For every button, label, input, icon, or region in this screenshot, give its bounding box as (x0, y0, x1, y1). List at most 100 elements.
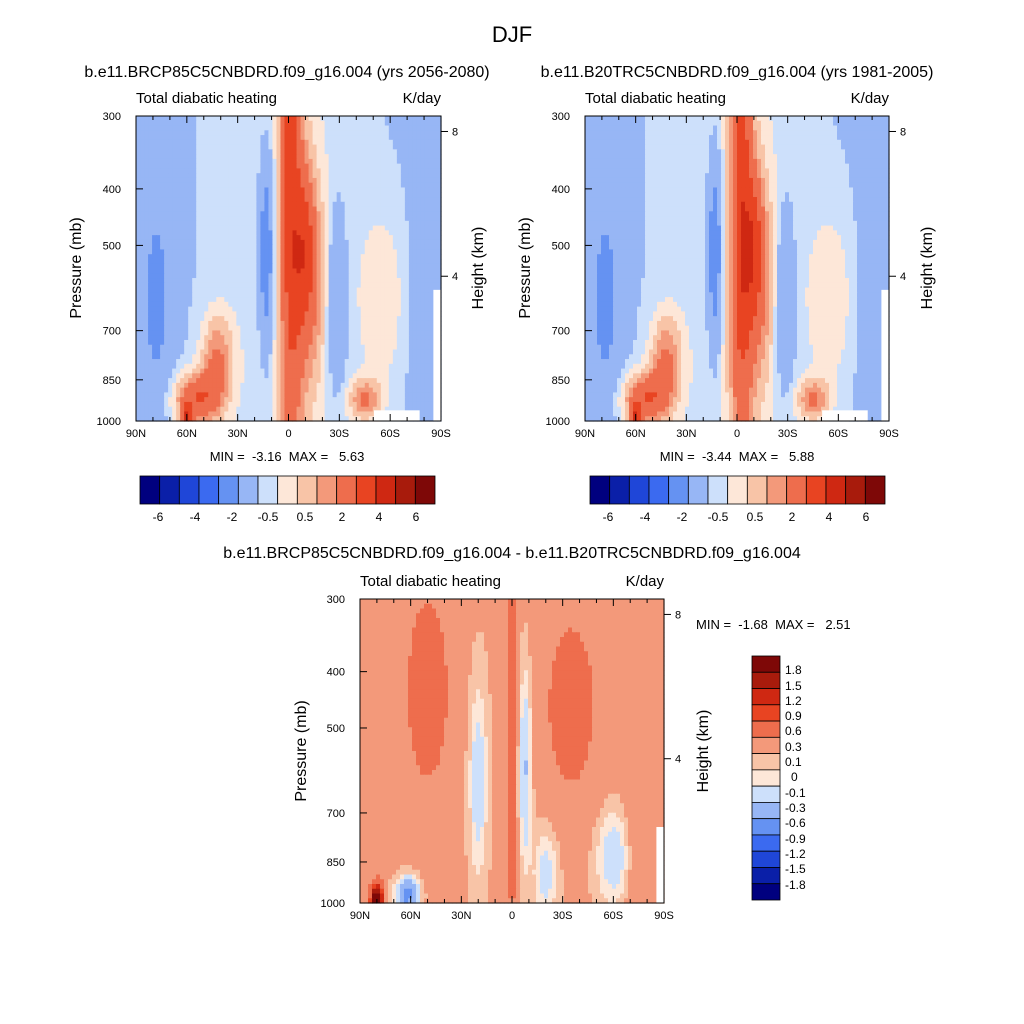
field-cell (264, 344, 270, 351)
field-cell (384, 359, 390, 365)
field-cell (384, 278, 390, 284)
field-cell (368, 368, 374, 374)
field-cell (364, 401, 370, 408)
field-cell (280, 325, 286, 332)
field-cell (312, 316, 318, 322)
field-cell (316, 177, 322, 184)
field-cell (424, 387, 430, 394)
field-cell (428, 349, 434, 355)
field-cell (272, 192, 278, 198)
field-cell (316, 206, 322, 212)
field-cell (424, 168, 430, 174)
field-cell (212, 125, 217, 131)
field-cell (288, 373, 294, 379)
field-cell (388, 292, 394, 298)
field-cell (188, 211, 193, 217)
field-cell (228, 249, 233, 255)
field-cell (144, 177, 149, 184)
panel-rcp85-cb-label-7: 4 (376, 510, 383, 524)
field-cell (416, 192, 422, 198)
field-cell (332, 206, 338, 212)
field-cell (420, 201, 426, 208)
field-cell (312, 287, 318, 293)
field-cell (428, 206, 434, 212)
field-cell (256, 297, 261, 303)
field-cell (228, 130, 233, 136)
field-cell (184, 158, 189, 165)
field-cell (416, 316, 422, 322)
field-cell (268, 139, 274, 146)
field-cell (148, 192, 153, 198)
field-cell (372, 116, 378, 122)
field-cell (188, 258, 193, 265)
field-cell (400, 158, 406, 165)
field-cell (216, 363, 221, 370)
field-cell (220, 197, 225, 203)
field-cell (388, 387, 394, 394)
field-cell (216, 368, 221, 374)
field-cell (432, 192, 438, 198)
field-cell (196, 354, 201, 360)
field-cell (208, 401, 213, 408)
field-cell (376, 230, 382, 236)
field-cell (212, 220, 217, 227)
field-cell (312, 211, 318, 217)
field-cell (228, 239, 233, 246)
field-cell (136, 378, 141, 384)
colorbar-box (316, 475, 338, 505)
field-cell (264, 154, 270, 160)
field-cell (268, 154, 274, 160)
field-cell (196, 125, 201, 131)
field-cell (224, 235, 229, 241)
field-cell (324, 168, 330, 174)
field-cell (204, 201, 209, 208)
field-cell (304, 263, 310, 270)
field-cell (168, 158, 173, 165)
field-cell (336, 306, 342, 312)
field-cell (404, 292, 410, 298)
field-cell (196, 235, 201, 241)
field-cell (200, 139, 205, 146)
field-cell (404, 406, 410, 413)
field-cell (376, 373, 382, 379)
field-cell (280, 378, 286, 384)
field-cell (208, 392, 213, 398)
field-cell (348, 344, 354, 351)
field-cell (220, 392, 225, 398)
colorbar-box (218, 475, 239, 505)
field-cell (156, 416, 161, 422)
field-cell (204, 120, 209, 127)
field-cell (396, 397, 402, 403)
field-cell (332, 287, 338, 293)
field-cell (196, 163, 201, 170)
field-cell (180, 278, 185, 284)
field-cell (144, 120, 149, 127)
field-cell (372, 197, 378, 203)
field-cell (436, 130, 442, 136)
field-cell (404, 173, 410, 179)
field-cell (300, 354, 306, 360)
field-cell (236, 206, 241, 212)
field-cell (388, 268, 394, 274)
field-cell (276, 406, 282, 413)
field-cell (152, 287, 157, 293)
field-cell (212, 335, 217, 341)
field-cell (432, 144, 438, 150)
field-cell (152, 339, 157, 346)
field-cell (332, 197, 338, 203)
field-cell (348, 273, 354, 279)
field-cell (216, 216, 221, 222)
x-tick-label: 60N (177, 428, 197, 440)
field-cell (212, 378, 217, 384)
field-cell (296, 263, 302, 270)
field-cell (276, 187, 282, 193)
field-cell (320, 287, 326, 293)
field-cell (404, 258, 410, 265)
field-cell (388, 230, 394, 236)
field-cell (396, 311, 402, 317)
field-cell (192, 282, 197, 289)
field-cell (144, 173, 149, 179)
field-cell (436, 149, 442, 155)
field-cell (376, 120, 382, 127)
field-cell (404, 139, 410, 146)
